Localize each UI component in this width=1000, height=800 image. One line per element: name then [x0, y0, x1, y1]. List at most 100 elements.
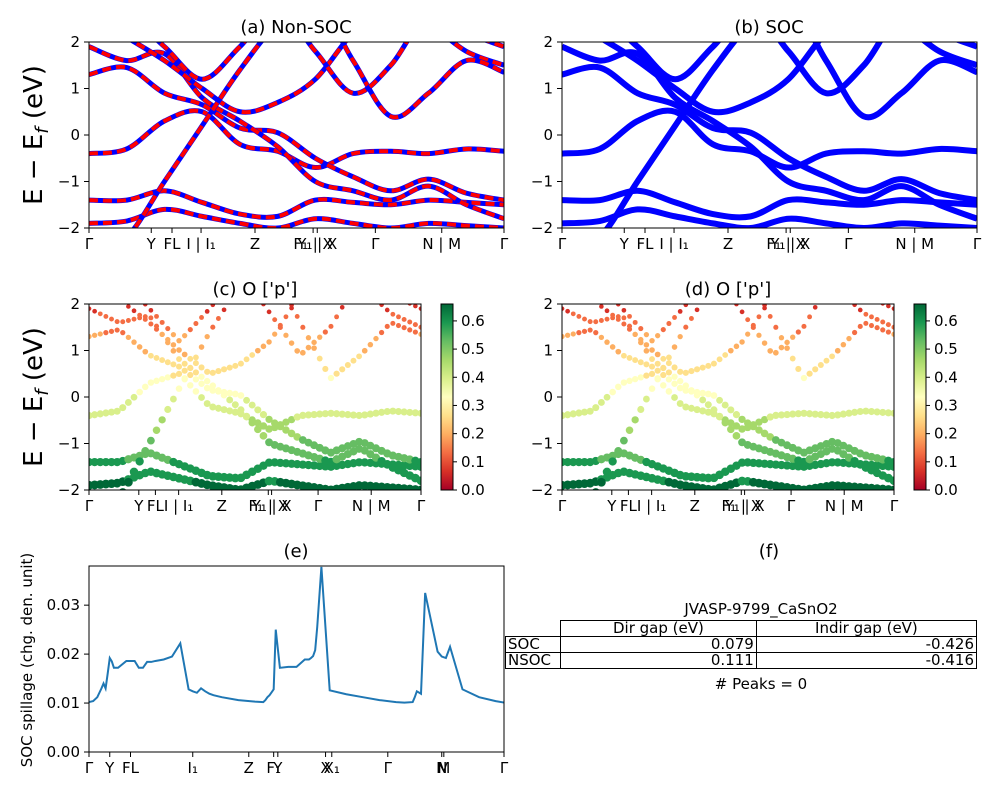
projection-point: [249, 352, 256, 358]
projection-point: [660, 364, 667, 371]
projection-point: [884, 409, 892, 417]
peaks-count: # Peaks = 0: [714, 675, 808, 693]
projection-point: [577, 287, 581, 291]
projection-point: [677, 368, 684, 375]
projection-point: [682, 382, 690, 389]
projection-point: [136, 388, 143, 396]
projection-point: [287, 415, 296, 424]
projection-point: [699, 407, 707, 415]
non-soc-band-line: [89, 207, 504, 228]
projection-point: [318, 275, 322, 279]
projection-point: [621, 352, 627, 359]
projection-point: [649, 347, 655, 353]
panel-e-frame: [88, 565, 505, 753]
projection-point: [187, 355, 194, 362]
panel-a-xtick-label: I | I₁: [186, 235, 215, 253]
projection-point: [277, 324, 283, 331]
projection-point: [580, 500, 589, 509]
projection-point: [198, 373, 205, 380]
projection-point: [103, 330, 109, 336]
projection-point: [103, 314, 109, 319]
projection-point: [416, 485, 421, 490]
colorbar-tick-label: 0.3: [461, 396, 485, 414]
projection-point: [153, 354, 160, 361]
projection-point: [311, 339, 317, 346]
projection-point: [812, 366, 819, 373]
projection-point: [745, 317, 751, 323]
projection-point: [660, 371, 667, 379]
panel-e-xtick-label: Z: [244, 759, 254, 777]
projection-point: [153, 377, 160, 385]
projection-point: [198, 380, 205, 387]
projection-point: [333, 410, 341, 418]
projection-point: [677, 333, 683, 340]
projection-point: [125, 334, 132, 341]
projection-point: [231, 401, 239, 409]
projection-point: [407, 304, 412, 306]
projection-point: [226, 389, 234, 397]
projection-point: [648, 385, 656, 392]
projection-point: [203, 377, 211, 385]
projection-point: [705, 362, 712, 369]
projection-point: [677, 309, 683, 314]
projection-point: [113, 496, 122, 505]
colorbar-tick-label: 0.2: [461, 425, 485, 443]
panel-c-xtick-label: Γ: [314, 497, 323, 515]
panel-e-xtick-label: N: [436, 759, 447, 777]
projection-point: [808, 269, 812, 273]
projection-point: [220, 406, 228, 414]
projection-point: [259, 431, 268, 440]
projection-point: [847, 284, 851, 288]
projection-point: [232, 362, 239, 369]
projection-point: [800, 374, 808, 382]
projection-point: [745, 331, 751, 337]
projection-point: [845, 409, 853, 417]
projection-point: [693, 406, 701, 414]
projection-point: [273, 269, 277, 273]
projection-point: [402, 299, 406, 303]
projection-point: [231, 390, 239, 398]
projection-point: [102, 409, 110, 417]
projection-point: [620, 436, 628, 445]
projection-point: [254, 425, 262, 434]
projection-point: [721, 401, 729, 409]
projection-point: [215, 316, 221, 321]
projection-point: [282, 426, 290, 434]
projection-point: [305, 335, 312, 341]
projection-point: [339, 304, 345, 310]
projection-point: [361, 347, 368, 354]
colorbar-tick-label: 0.4: [934, 368, 958, 386]
projection-point: [107, 408, 116, 416]
projection-point: [214, 404, 222, 412]
colorbar-d: [913, 303, 927, 491]
projection-point: [581, 328, 588, 334]
projection-point: [418, 331, 421, 337]
projection-point: [108, 328, 115, 334]
projection-point: [401, 316, 407, 322]
projection-point: [98, 283, 102, 287]
projection-point: [569, 506, 578, 515]
colorbar-tick-label: 0.6: [934, 312, 958, 330]
projection-point: [593, 319, 599, 325]
projection-point: [740, 261, 744, 265]
projection-point: [654, 375, 661, 382]
projection-point: [416, 457, 421, 467]
projection-point: [660, 382, 667, 389]
soc-band-line: [627, 42, 977, 97]
projection-point: [841, 292, 845, 296]
projection-point: [716, 396, 723, 404]
projection-point: [654, 367, 661, 374]
projection-point: [608, 457, 617, 466]
projection-point: [615, 348, 622, 355]
projection-point: [221, 366, 228, 373]
projection-point: [846, 335, 852, 342]
projection-point: [141, 447, 150, 456]
panel-a-xtick-label: FL: [164, 235, 182, 253]
projection-point: [137, 296, 141, 300]
projection-point: [806, 370, 813, 377]
panel-c-xtick-label: Γ: [85, 497, 94, 515]
non-soc-band-line: [89, 44, 504, 221]
y-axis-label-middle: E − Ef (eV): [19, 327, 53, 467]
panel-c-plot: [89, 269, 421, 505]
projection-point: [615, 316, 621, 322]
